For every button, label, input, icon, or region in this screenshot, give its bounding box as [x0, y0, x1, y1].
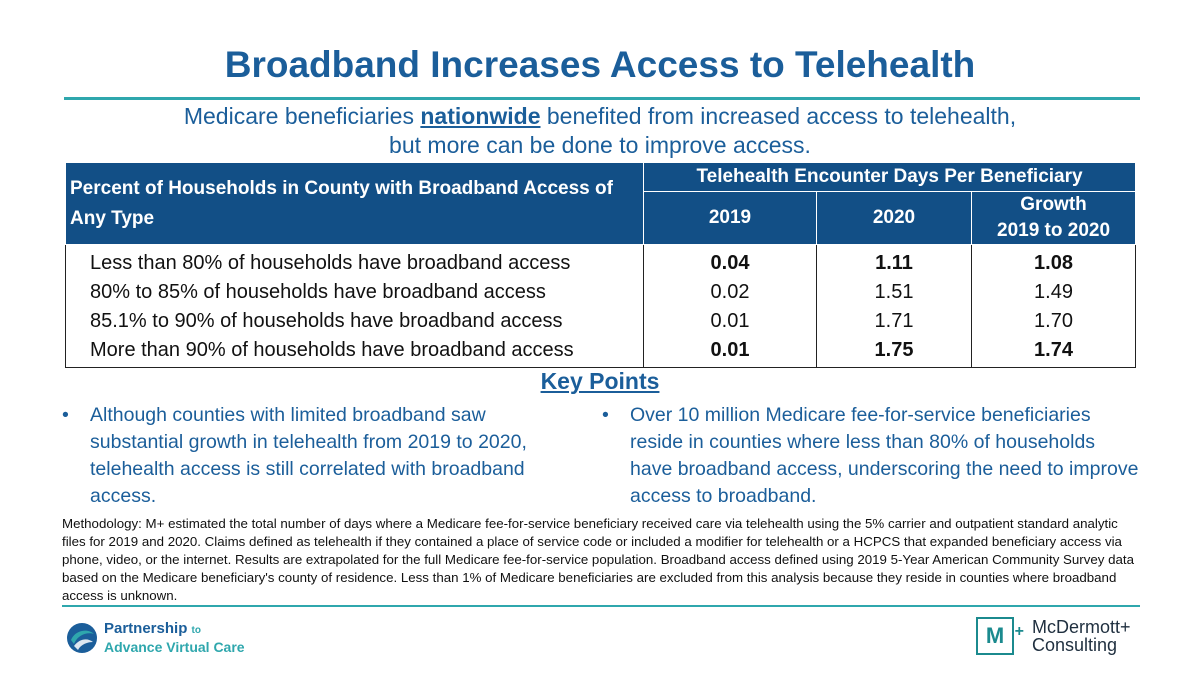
cell-2019: 0.01	[643, 336, 817, 368]
cell-2019: 0.04	[643, 244, 817, 278]
bullet-item: • Although counties with limited broadba…	[62, 402, 572, 510]
subtitle-line1-pre: Medicare beneficiaries	[183, 103, 421, 129]
mcdermott-mark-icon: M +	[976, 617, 1024, 655]
telehealth-table: Percent of Households in County with Bro…	[65, 162, 1137, 368]
page-title: Broadband Increases Access to Telehealth	[224, 44, 976, 85]
row-label: 85.1% to 90% of households have broadban…	[65, 307, 644, 336]
column-header-2019: 2019	[643, 191, 817, 245]
group-header: Telehealth Encounter Days Per Beneficiar…	[642, 162, 1137, 192]
pavc-line1: Partnership	[104, 620, 188, 637]
growth-label: Growth	[1020, 194, 1087, 215]
table-row: 85.1% to 90% of households have broadban…	[65, 307, 1137, 336]
cell-2019: 0.01	[643, 307, 817, 336]
pavc-swirl-icon	[67, 623, 97, 653]
title-divider	[64, 97, 1140, 100]
table-row: 80% to 85% of households have broadband …	[65, 278, 1137, 307]
methodology-note: Methodology: M+ estimated the total numb…	[62, 516, 1134, 603]
subtitle: Medicare beneficiaries nationwide benefi…	[0, 102, 1200, 160]
key-points-right: • Over 10 million Medicare fee-for-servi…	[602, 402, 1142, 510]
cell-2020: 1.51	[816, 278, 972, 307]
mcdermott-logo: M + McDermott+ Consulting	[976, 615, 1131, 657]
row-label: More than 90% of households have broadba…	[65, 336, 644, 368]
cell-growth: 1.49	[970, 278, 1137, 307]
row-label: 80% to 85% of households have broadband …	[65, 278, 644, 307]
bullet-item: • Over 10 million Medicare fee-for-servi…	[602, 402, 1142, 510]
cell-2019: 0.02	[643, 278, 817, 307]
partnership-logo: Partnership to Advance Virtual Care	[66, 620, 245, 656]
mcdermott-mark-plus: +	[1014, 623, 1024, 640]
mcdermott-mark-letter: M	[985, 623, 1005, 648]
cell-growth: 1.08	[970, 244, 1137, 278]
key-points-title: Key Points	[540, 368, 660, 394]
mcdermott-line1: McDermott+	[1032, 617, 1131, 637]
subtitle-line2: but more can be done to improve access.	[389, 132, 811, 158]
row-header: Percent of Households in County with Bro…	[65, 162, 644, 245]
table-row: More than 90% of households have broadba…	[65, 336, 1137, 368]
mcdermott-line2: Consulting	[1032, 635, 1118, 655]
bullet-text: Although counties with limited broadband…	[90, 404, 527, 507]
table-row: Less than 80% of households have broadba…	[65, 244, 1137, 278]
bullet-icon: •	[62, 404, 69, 426]
subtitle-line1-post: benefited from increased access to teleh…	[540, 103, 1017, 129]
footer-divider	[62, 605, 1140, 607]
bullet-text: Over 10 million Medicare fee-for-service…	[630, 404, 1139, 507]
pavc-to: to	[191, 625, 201, 636]
bullet-icon: •	[602, 404, 609, 426]
row-label: Less than 80% of households have broadba…	[65, 244, 644, 278]
column-header-2020: 2020	[816, 191, 972, 245]
pavc-line2: Advance Virtual Care	[104, 639, 245, 655]
cell-2020: 1.11	[816, 244, 972, 278]
cell-growth: 1.74	[970, 336, 1137, 368]
key-points-left: • Although counties with limited broadba…	[62, 402, 572, 510]
subtitle-emphasis: nationwide	[420, 103, 541, 129]
cell-growth: 1.70	[970, 307, 1137, 336]
growth-sublabel: 2019 to 2020	[997, 220, 1111, 241]
cell-2020: 1.75	[816, 336, 972, 368]
column-header-growth: Growth 2019 to 2020	[970, 191, 1137, 245]
cell-2020: 1.71	[816, 307, 972, 336]
